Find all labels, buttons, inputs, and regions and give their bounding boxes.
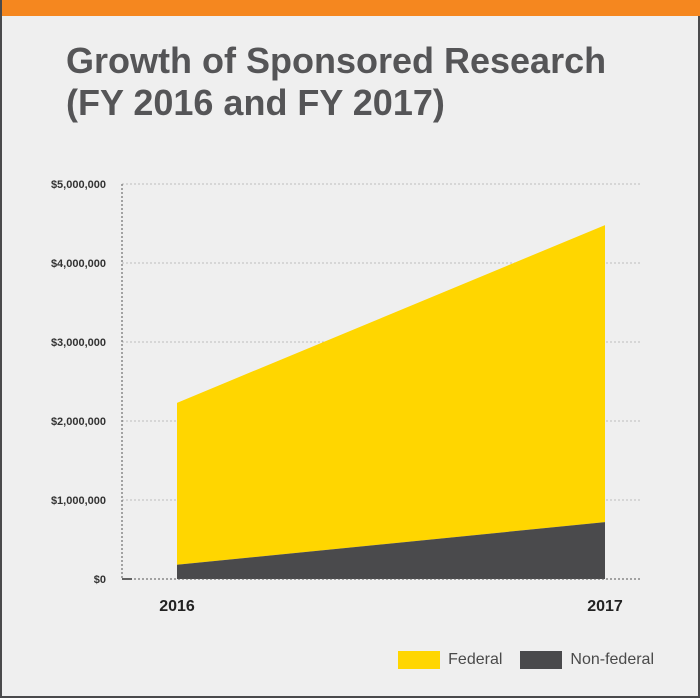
x-category-label: 2017 xyxy=(587,598,623,615)
accent-top-bar xyxy=(2,0,700,16)
chart-legend: Federal Non-federal xyxy=(380,651,654,669)
y-tick-label: $0 xyxy=(94,574,106,586)
chart-title-line-2: (FY 2016 and FY 2017) xyxy=(66,82,445,123)
legend-label-non-federal: Non-federal xyxy=(570,651,654,668)
y-tick-label: $5,000,000 xyxy=(51,179,106,191)
area-non-federal xyxy=(177,522,605,579)
legend-item-federal: Federal xyxy=(398,651,502,669)
x-category-label: 2016 xyxy=(159,598,195,615)
legend-label-federal: Federal xyxy=(448,651,503,668)
area-federal xyxy=(177,225,605,565)
legend-swatch-non-federal xyxy=(520,651,563,669)
area-chart: $0 $1,000,000 $2,000,000 $3,000,000 $4,000,0… xyxy=(51,179,642,615)
y-tick-label: $1,000,000 xyxy=(51,495,106,507)
legend-item-non-federal: Non-federal xyxy=(520,651,654,669)
chart-title: Growth of Sponsored Research (FY 2016 an… xyxy=(66,40,666,124)
chart-title-line-1: Growth of Sponsored Research xyxy=(66,40,607,81)
legend-swatch-federal xyxy=(398,651,441,669)
y-tick-label: $4,000,000 xyxy=(51,258,106,270)
y-tick-label: $2,000,000 xyxy=(51,416,106,428)
y-tick-label: $3,000,000 xyxy=(51,337,106,349)
